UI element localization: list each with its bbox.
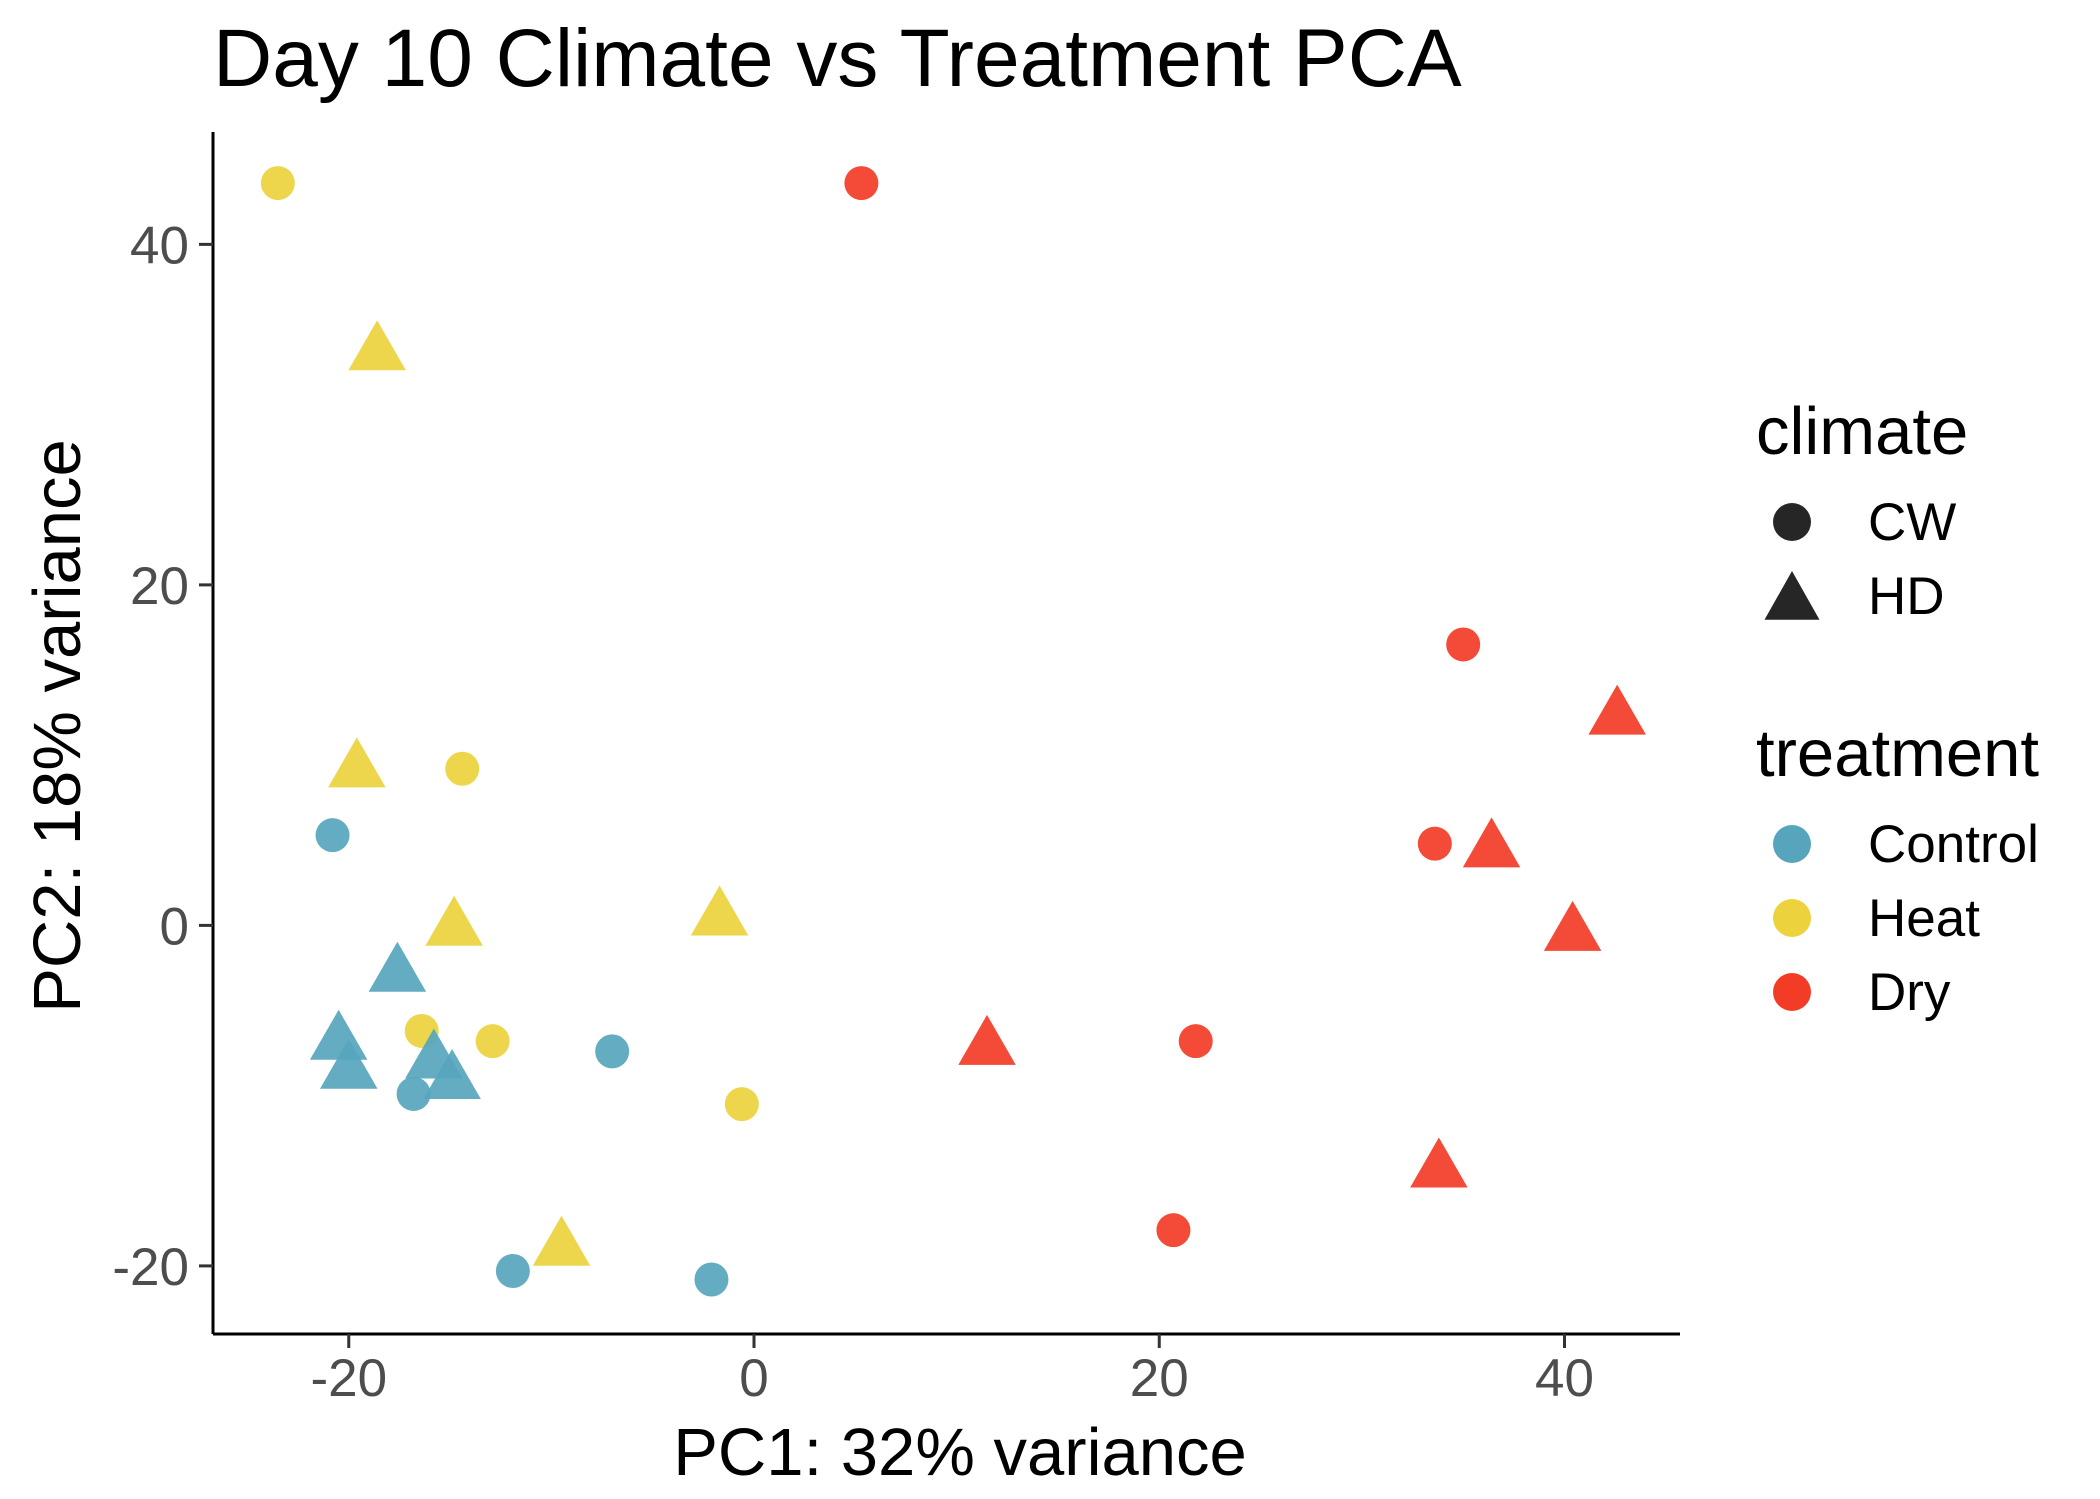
data-point-triangle-dry — [958, 1014, 1016, 1065]
data-point-circle-dry — [844, 166, 879, 201]
chart-title: Day 10 Climate vs Treatment PCA — [213, 13, 1462, 104]
data-point-circle-control — [495, 1254, 530, 1289]
data-point-triangle-control — [320, 1038, 378, 1089]
data-point-circle-dry — [1156, 1213, 1191, 1248]
x-tick-label: 40 — [1535, 1349, 1594, 1408]
data-point-circle-control — [694, 1262, 729, 1297]
x-tick-label: 0 — [739, 1349, 768, 1408]
data-point-circle-control — [396, 1076, 431, 1111]
legend-key-control — [1773, 825, 1811, 863]
y-axis-title: PC2: 18% variance — [20, 439, 95, 1013]
legend-title-treatment: treatment — [1756, 716, 2039, 791]
legend-key-triangle — [1764, 571, 1820, 620]
data-point-circle-heat — [445, 751, 480, 786]
legend-title-climate: climate — [1756, 394, 1968, 469]
data-point-triangle-heat — [690, 885, 749, 936]
data-point-circle-heat — [724, 1087, 759, 1122]
data-point-triangle-dry — [1462, 817, 1521, 868]
x-tick-label: -20 — [310, 1349, 387, 1408]
data-point-circle-dry — [1446, 627, 1481, 662]
data-point-circle-dry — [1417, 826, 1452, 861]
data-point-triangle-control — [368, 941, 427, 992]
legend-key-dry — [1773, 973, 1811, 1011]
data-point-circle-control — [315, 818, 350, 853]
legend-key-heat — [1773, 899, 1811, 937]
data-point-triangle-dry — [1410, 1137, 1468, 1188]
data-point-triangle-control — [423, 1048, 481, 1099]
legend-label-control: Control — [1868, 815, 2039, 874]
y-tick-label: 20 — [130, 557, 189, 616]
data-point-circle-heat — [260, 166, 295, 201]
y-tick-label: 0 — [160, 897, 189, 956]
data-point-triangle-dry — [1543, 900, 1602, 951]
data-point-triangle-control — [309, 1009, 368, 1060]
y-axis-ticks: -20 0 20 40 — [112, 216, 213, 1297]
legend-key-circle — [1773, 503, 1811, 541]
data-point-circle-dry — [1178, 1024, 1213, 1059]
data-point-triangle-heat — [532, 1215, 591, 1266]
x-axis-ticks: -20 0 20 40 — [310, 1334, 1594, 1408]
data-point-circle-control — [595, 1034, 630, 1069]
x-axis-title: PC1: 32% variance — [673, 1415, 1247, 1490]
legend-label-cw: CW — [1868, 493, 1956, 552]
legend-label-heat: Heat — [1868, 889, 1980, 948]
legend-label-dry: Dry — [1868, 963, 1951, 1022]
legend-label-hd: HD — [1868, 567, 1945, 626]
data-point-triangle-heat — [425, 895, 483, 946]
y-tick-label: 40 — [130, 216, 189, 275]
x-tick-label: 20 — [1130, 1349, 1189, 1408]
data-point-triangle-dry — [1588, 684, 1646, 735]
data-points — [260, 166, 1646, 1297]
data-point-triangle-heat — [348, 320, 406, 371]
y-tick-label: -20 — [112, 1238, 189, 1297]
legend: climate CW HD treatment Control Heat Dry — [1756, 394, 2039, 1022]
data-point-triangle-heat — [328, 737, 386, 788]
data-point-circle-heat — [475, 1024, 510, 1059]
